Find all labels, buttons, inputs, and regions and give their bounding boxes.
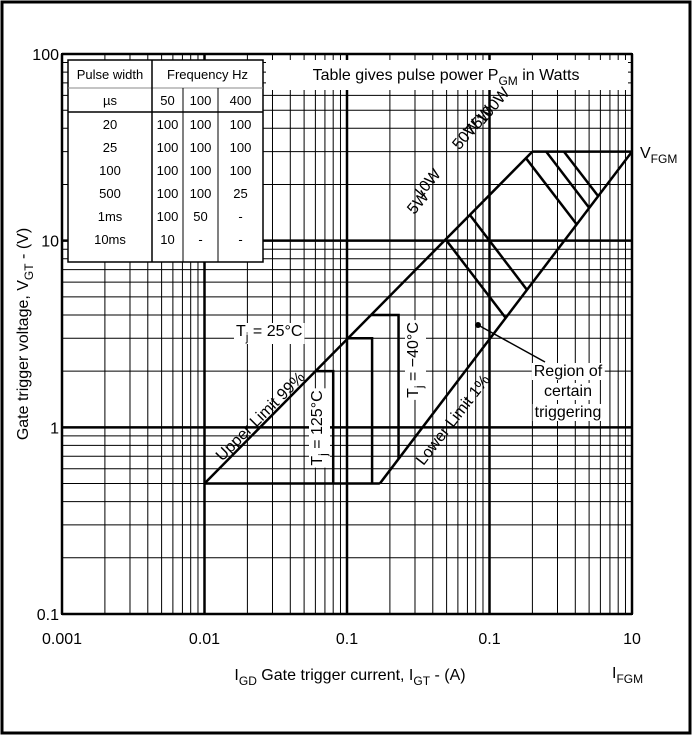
table-caption-part: GM [498, 74, 517, 88]
x-axis-label-part: GT [413, 674, 430, 688]
table-caption-part: Table gives pulse power P [313, 67, 499, 84]
y-tick-label: 0.1 [37, 607, 59, 624]
annotation: Region of [534, 363, 603, 380]
annotation-bg [541, 383, 595, 400]
limit-line [315, 369, 335, 484]
table-subheader: µs [103, 93, 117, 108]
annotation-bg [531, 363, 605, 380]
table-header: Frequency Hz [167, 67, 248, 82]
y-axis-label: Gate trigger voltage, VGT - (V) [15, 228, 36, 440]
annotation-part: FGM [651, 152, 678, 166]
table-cell: 1ms [98, 209, 123, 224]
limit-line [562, 150, 600, 197]
x-tick-label: 0.1 [478, 631, 500, 648]
table-cell: 100 [157, 117, 179, 132]
table-cell: 100 [157, 140, 179, 155]
limit-line [444, 238, 507, 319]
limit-line [469, 214, 528, 291]
annotation-part: = 125°C [309, 390, 326, 453]
x-axis-label-part: - (A) [430, 667, 466, 684]
annotation-bg [532, 404, 604, 421]
table-cell: 10ms [94, 232, 126, 247]
annotation-part: FGM [616, 672, 643, 686]
table-cell: 20 [103, 117, 117, 132]
annotation-part: I [612, 665, 616, 682]
table-cell: - [238, 209, 242, 224]
limit-line [203, 150, 534, 485]
x-axis-label-part: GD [239, 674, 257, 688]
table-cell: 100 [190, 140, 212, 155]
annotation-part: triggering [535, 404, 602, 421]
table-cell: - [198, 232, 202, 247]
annotation-part: V [640, 145, 651, 162]
table-subheader: 100 [190, 93, 212, 108]
table-cell: 100 [157, 186, 179, 201]
annotation-part: = −40°C [405, 322, 422, 385]
table-cell: 100 [190, 117, 212, 132]
annotation-part: certain [544, 383, 592, 400]
table-cell: 25 [103, 140, 117, 155]
annotation-bg [405, 320, 426, 400]
annotation-part: j [245, 330, 249, 344]
y-tick-label: 10 [41, 234, 59, 251]
caption-box [266, 60, 628, 90]
table-subheader: 50 [160, 93, 174, 108]
x-axis-label-part: Gate trigger current, I [257, 667, 414, 684]
annotation-part: T [309, 456, 326, 466]
table-cell: 100 [230, 163, 252, 178]
table-cell: 10 [160, 232, 174, 247]
limit-line [545, 150, 591, 209]
table-box [67, 59, 264, 263]
annotation: triggering [535, 404, 602, 421]
table-cell: 25 [233, 186, 247, 201]
annotation-part: = 25°C [248, 323, 302, 340]
table-cell: 100 [99, 163, 121, 178]
annotation: Tj = −40°C [405, 322, 426, 398]
table-cell: - [238, 232, 242, 247]
x-tick-label: 0.001 [42, 631, 82, 648]
table-subheader: 400 [230, 93, 252, 108]
annotation: VFGM [640, 145, 677, 166]
pulse-table: Pulse width Frequency Hz µs 50 100 400 20 100 10… [67, 59, 264, 263]
table-header: Pulse width [77, 67, 143, 82]
pointer [477, 324, 546, 363]
x-tick-label: 0.01 [189, 631, 220, 648]
annotation: IFGM [612, 665, 643, 686]
annotation-part: j [316, 453, 330, 457]
table-caption-part: in Watts [518, 67, 580, 84]
x-axis-label-part: I [234, 667, 238, 684]
table-cell: 500 [99, 186, 121, 201]
x-axis-label: IGD Gate trigger current, IGT - (A) [234, 667, 465, 688]
table-cell: 100 [157, 163, 179, 178]
table-caption: Table gives pulse power PGM in Watts [313, 67, 580, 88]
limit-line [524, 157, 578, 226]
table-cell: 100 [230, 140, 252, 155]
table-cell: 100 [157, 209, 179, 224]
y-axis-label-part: - (V) [15, 228, 32, 264]
y-axis-label-part: Gate trigger voltage, V [15, 280, 32, 440]
annotation-part: j [412, 385, 426, 389]
y-tick-label: 1 [50, 420, 59, 437]
annotation-part: T [236, 323, 246, 340]
annotation: Tj = 125°C [309, 390, 330, 465]
annotation-bg [309, 388, 330, 468]
table-cell: 100 [230, 117, 252, 132]
annotation-part: T [405, 388, 422, 398]
limit-line [347, 337, 374, 484]
pointer-dot [475, 322, 481, 328]
annotation: Tj = 25°C [236, 323, 302, 344]
x-tick-label: 10 [623, 631, 641, 648]
x-tick-label: 0.1 [336, 631, 358, 648]
y-axis-label-part: GT [22, 263, 36, 280]
annotation-bg [234, 323, 305, 344]
annotation-part: Region of [534, 363, 603, 380]
table-cell: 100 [190, 163, 212, 178]
y-tick-label: 100 [32, 47, 59, 64]
annotation: certain [544, 383, 592, 400]
table-cell: 100 [190, 186, 212, 201]
table-cell: 50 [193, 209, 207, 224]
limit-line [370, 313, 400, 459]
